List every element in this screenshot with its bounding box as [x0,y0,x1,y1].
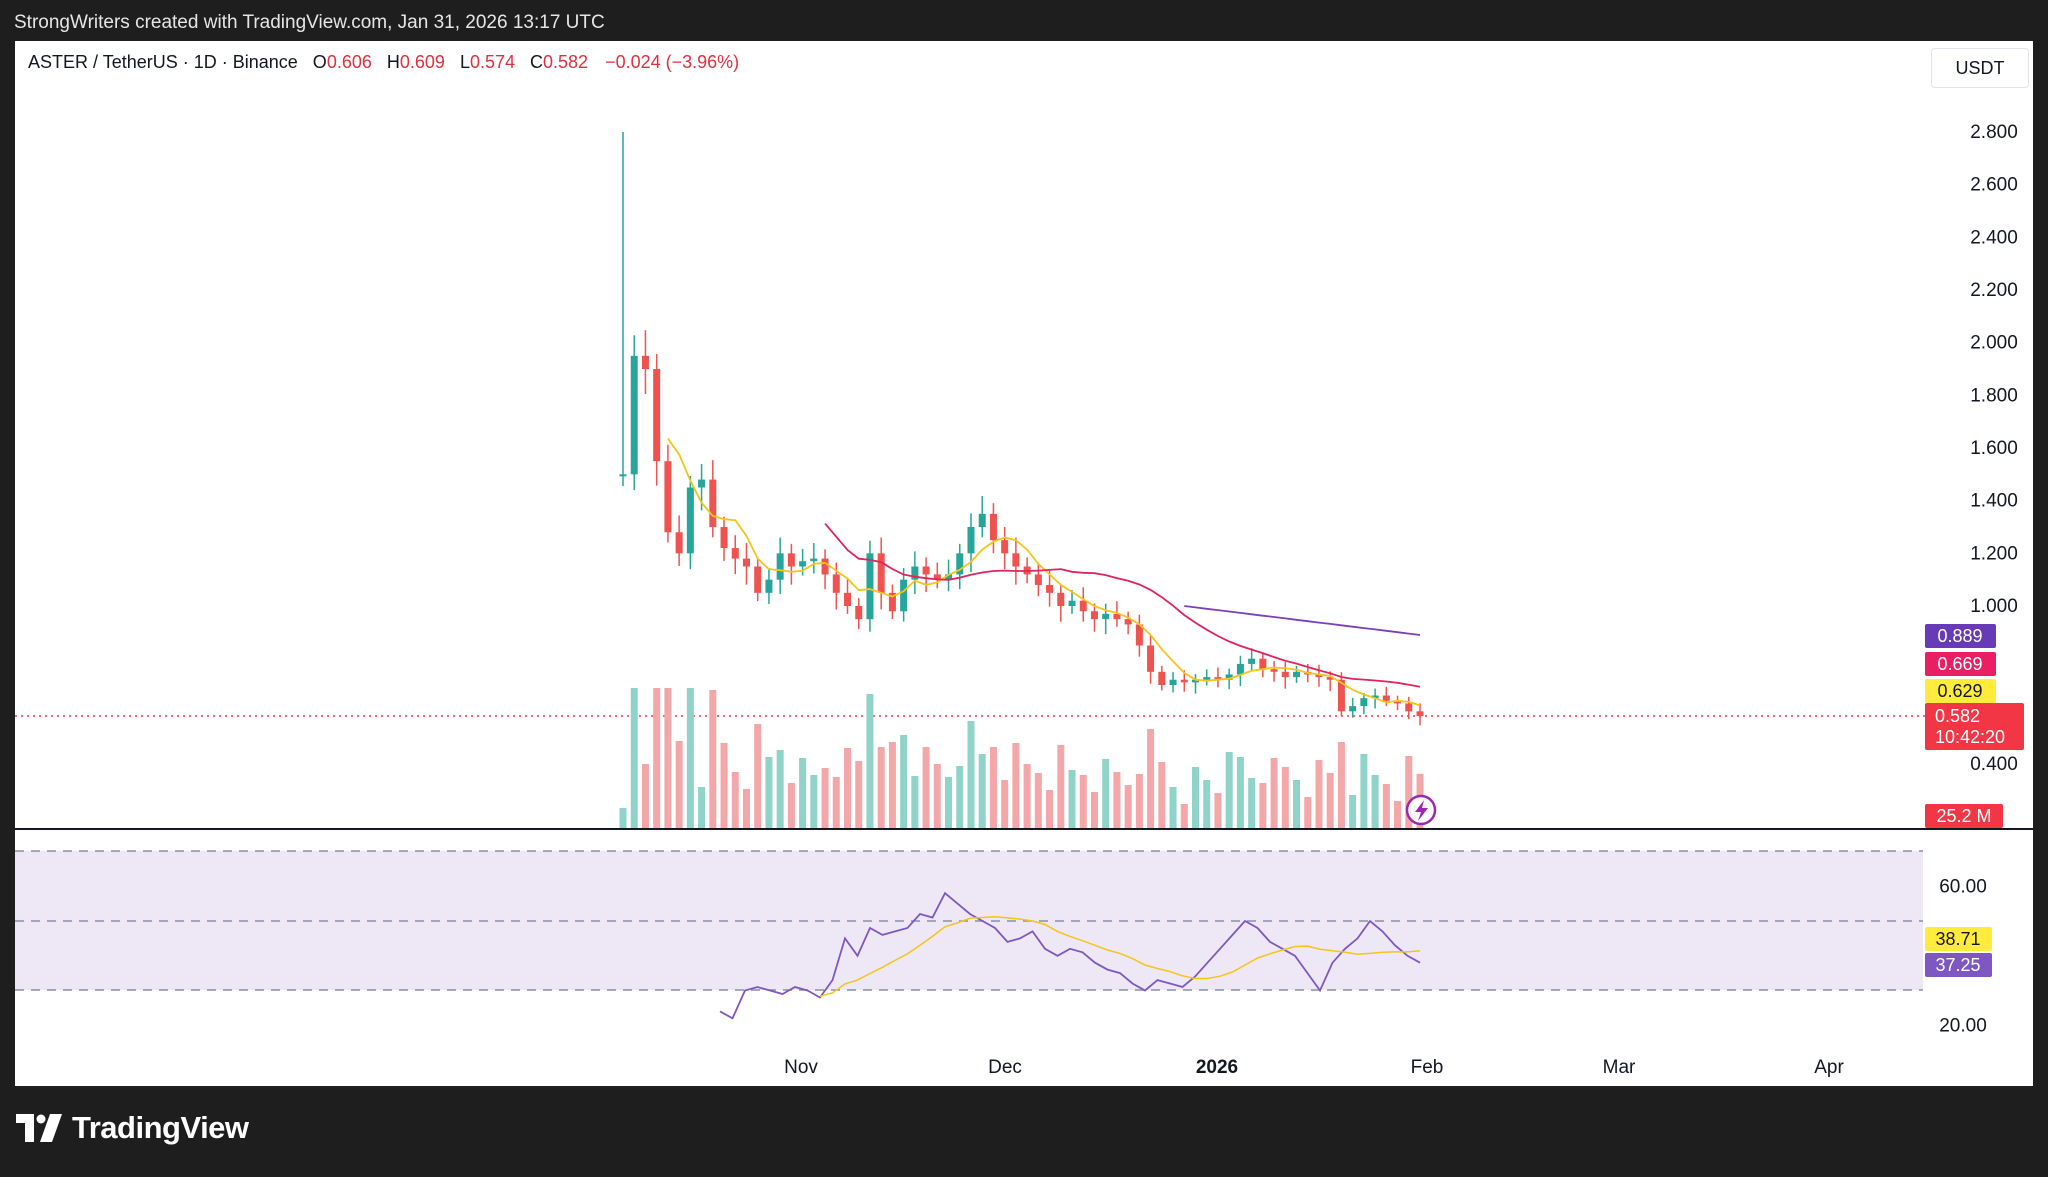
symbol-name: ASTER / TetherUS · 1D · Binance [28,52,298,72]
brand[interactable]: TradingView [16,1110,249,1146]
low-label: L [459,52,470,72]
brand-name: TradingView [72,1110,249,1145]
symbol-legend[interactable]: ASTER / TetherUS · 1D · Binance O0.606 H… [28,52,739,73]
chart-caption: StrongWriters created with TradingView.c… [14,12,605,33]
currency-button[interactable]: USDT [1931,48,2029,88]
change-value: −0.024 (−3.96%) [605,52,740,72]
low-value: 0.574 [469,52,515,72]
close-value: 0.582 [543,52,589,72]
tradingview-logo-icon [16,1114,62,1142]
high-value: 0.609 [399,52,445,72]
close-label: C [530,52,544,72]
chart-frame[interactable] [15,41,2033,1086]
open-value: 0.606 [326,52,372,72]
open-label: O [312,52,327,72]
high-label: H [386,52,400,72]
